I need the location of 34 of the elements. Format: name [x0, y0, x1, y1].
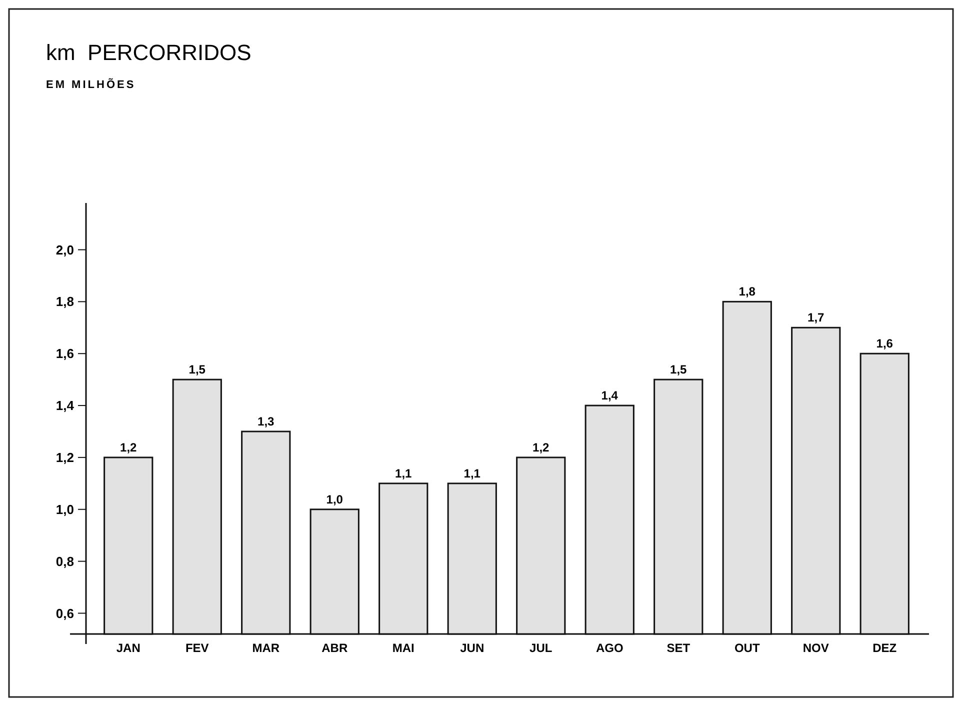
x-tick-label: DEZ	[872, 641, 897, 655]
y-tick-label: 1,6	[56, 346, 74, 362]
data-label: 1,0	[326, 492, 344, 506]
data-label: 1,5	[670, 362, 688, 377]
x-tick-label: JAN	[116, 641, 140, 655]
data-label: 1,3	[258, 414, 275, 428]
x-tick-label: FEV	[185, 641, 209, 655]
data-label: 1,1	[395, 466, 412, 480]
x-tick-label: AGO	[596, 641, 624, 655]
x-tick-label: JUL	[530, 641, 552, 655]
data-label: 1,1	[464, 466, 481, 480]
x-tick-label: MAR	[252, 641, 280, 655]
data-label: 1,5	[188, 362, 206, 377]
x-tick-label: ABR	[322, 641, 348, 655]
chart-subtitle: EM MILHÕES	[46, 78, 136, 91]
y-tick-label: 0,6	[56, 606, 74, 621]
data-label: 1,6	[876, 336, 894, 351]
x-tick-label: MAI	[392, 641, 414, 655]
x-tick-label: OUT	[734, 641, 760, 655]
x-tick-label: NOV	[802, 641, 829, 655]
data-label: 1,8	[738, 284, 756, 299]
x-tick-label: SET	[666, 641, 691, 655]
data-label: 1,7	[808, 310, 825, 325]
x-tick-label: JUN	[460, 641, 484, 655]
y-tick-label: 1,2	[56, 450, 74, 465]
data-label: 1,2	[120, 440, 138, 454]
y-tick-label: 1,0	[56, 502, 74, 517]
data-label: 1,2	[532, 440, 550, 454]
y-tick-label: 1,8	[56, 294, 74, 310]
y-tick-label: 0,8	[56, 554, 74, 569]
y-tick-label: 2,0	[56, 242, 74, 258]
chart-title: km PERCORRIDOS	[46, 40, 252, 65]
y-tick-label: 1,4	[56, 398, 75, 414]
data-label: 1,4	[601, 388, 618, 403]
